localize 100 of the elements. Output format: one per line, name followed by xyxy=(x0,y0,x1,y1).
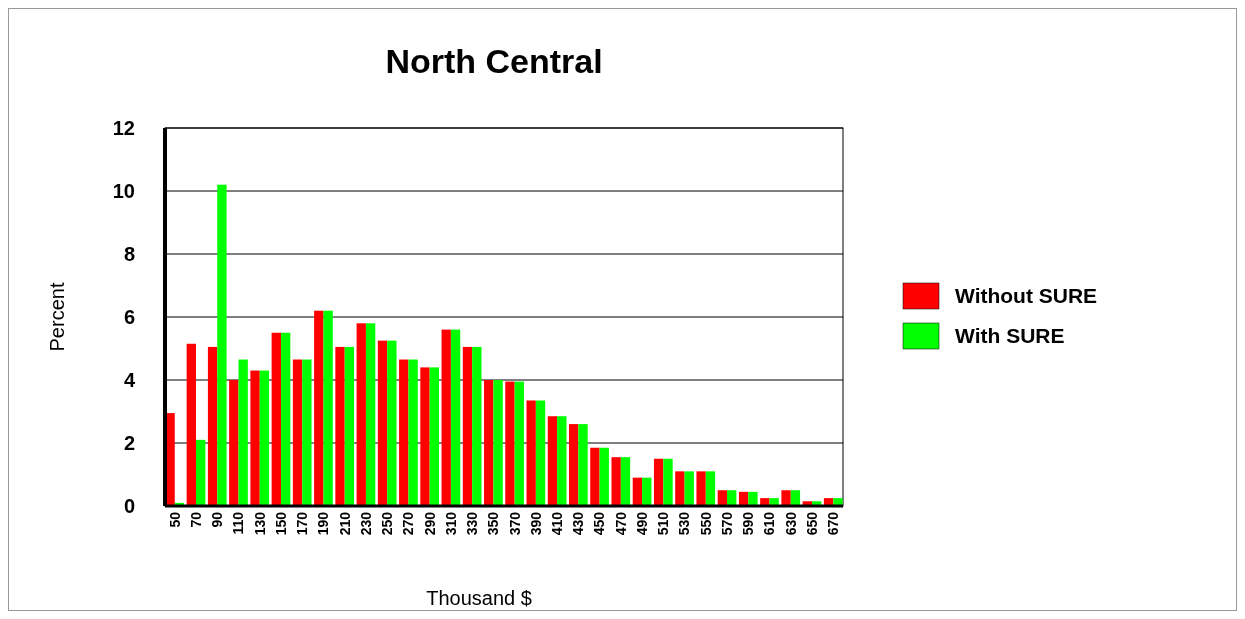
x-tick-label: 270 xyxy=(400,511,417,536)
bar xyxy=(280,332,291,506)
x-tick-label: 650 xyxy=(803,511,820,536)
x-tick-label: 90 xyxy=(209,511,226,528)
x-tick-label: 210 xyxy=(336,511,353,536)
bar xyxy=(675,471,685,506)
y-tick-label: 8 xyxy=(123,243,135,265)
bar xyxy=(271,332,281,506)
bar xyxy=(620,457,631,506)
bar xyxy=(590,447,600,506)
x-tick-label: 570 xyxy=(718,511,735,536)
bar xyxy=(781,490,791,506)
legend-label: Without SURE xyxy=(955,284,1098,308)
bar xyxy=(535,400,546,506)
bar xyxy=(748,491,758,506)
x-tick-label: 110 xyxy=(230,511,247,535)
x-tick-label: 230 xyxy=(357,511,374,536)
bar xyxy=(302,359,312,506)
bar xyxy=(186,343,197,506)
x-tick-label: 150 xyxy=(272,511,289,536)
legend-label: With SURE xyxy=(955,324,1065,348)
bar xyxy=(250,370,260,506)
bar xyxy=(314,310,324,506)
bar xyxy=(505,381,515,506)
x-tick-label: 310 xyxy=(442,511,459,536)
bar xyxy=(833,498,843,506)
bar xyxy=(663,458,673,506)
bar xyxy=(696,471,706,506)
bar xyxy=(365,323,376,506)
x-tick-label: 590 xyxy=(740,511,757,536)
bar xyxy=(484,380,494,506)
y-axis-title: Percent xyxy=(46,282,68,352)
x-tick-label: 630 xyxy=(782,511,799,536)
x-tick-label: 470 xyxy=(612,511,629,536)
bar xyxy=(642,477,652,506)
x-tick-label: 50 xyxy=(166,511,183,528)
bar xyxy=(387,340,397,506)
x-tick-label: 350 xyxy=(485,511,502,536)
bar xyxy=(429,367,439,506)
bar xyxy=(599,447,609,506)
bar xyxy=(335,346,345,506)
bar xyxy=(399,359,409,506)
bar xyxy=(717,490,728,506)
bar xyxy=(292,359,303,506)
bar xyxy=(569,424,579,506)
y-tick-label: 2 xyxy=(123,432,135,454)
bar xyxy=(323,310,333,506)
bar xyxy=(238,359,248,506)
x-tick-label: 130 xyxy=(251,511,268,536)
y-tick-label: 10 xyxy=(112,180,135,202)
y-tick-label: 12 xyxy=(112,117,135,139)
x-tick-label: 330 xyxy=(464,511,481,536)
x-tick-label: 490 xyxy=(633,511,650,536)
bar xyxy=(207,346,218,506)
x-axis-title: Thousand $ xyxy=(426,587,532,609)
x-tick-label: 290 xyxy=(421,511,438,536)
x-tick-label: 170 xyxy=(294,511,311,536)
bar xyxy=(450,329,461,506)
bar xyxy=(790,490,801,506)
bar xyxy=(217,184,227,506)
x-tick-label: 430 xyxy=(570,511,587,536)
bar xyxy=(356,323,366,506)
bar xyxy=(557,416,567,506)
bar xyxy=(578,424,588,506)
bar xyxy=(727,490,737,506)
x-tick-label: 510 xyxy=(655,511,672,536)
bar xyxy=(377,340,388,506)
bar xyxy=(760,498,770,506)
bar xyxy=(493,380,503,506)
x-tick-label: 250 xyxy=(379,511,396,536)
y-tick-label: 6 xyxy=(123,306,135,328)
bar xyxy=(441,329,451,506)
x-tick-label: 190 xyxy=(315,511,332,536)
bar xyxy=(196,439,206,506)
y-tick-label: 4 xyxy=(123,369,136,391)
bar xyxy=(632,477,643,506)
x-tick-label: 550 xyxy=(697,511,714,536)
chart-title: North Central xyxy=(385,42,603,80)
bar xyxy=(514,381,524,506)
bar xyxy=(259,370,270,506)
bar xyxy=(472,346,482,506)
bar xyxy=(611,457,621,506)
bar xyxy=(705,471,716,506)
bar xyxy=(344,346,355,506)
bar xyxy=(526,400,536,506)
x-tick-label: 530 xyxy=(676,511,693,536)
bar xyxy=(462,346,473,506)
bar xyxy=(653,458,664,506)
x-tick-label: 670 xyxy=(825,511,842,536)
bar xyxy=(408,359,418,506)
bar xyxy=(420,367,430,506)
y-tick-label: 0 xyxy=(123,495,135,517)
bar xyxy=(684,471,694,506)
bar xyxy=(229,380,239,506)
x-tick-label: 410 xyxy=(549,511,565,536)
x-tick-label: 450 xyxy=(591,511,608,536)
x-tick-label: 70 xyxy=(187,511,204,528)
x-tick-label: 390 xyxy=(527,511,544,536)
bar xyxy=(547,416,558,506)
x-tick-label: 610 xyxy=(761,511,778,536)
